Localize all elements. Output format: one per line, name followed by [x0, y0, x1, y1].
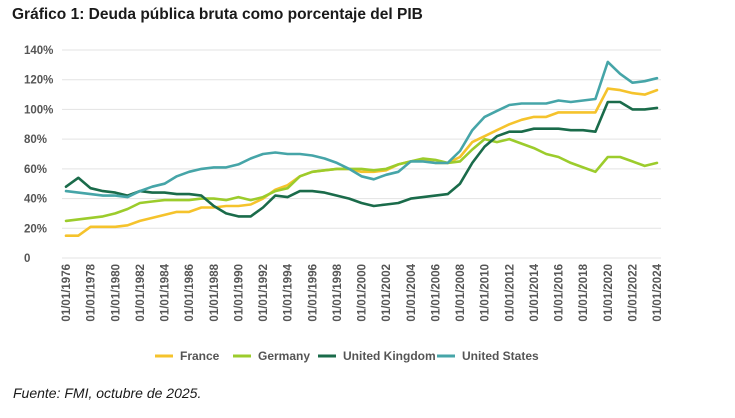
x-tick-label: 01/01/2004	[406, 263, 418, 321]
y-tick-label: 100%	[24, 104, 53, 116]
x-tick-label: 01/01/1986	[184, 264, 196, 322]
legend-label-united-states: United States	[462, 349, 539, 363]
source-note: Fuente: FMI, octubre de 2025.	[13, 385, 202, 401]
series-line-united-kingdom	[64, 100, 659, 218]
y-tick-label: 120%	[24, 75, 53, 87]
line-chart: 020%40%60%80%100%120%140% 01/01/1976 01/0…	[24, 45, 664, 363]
x-tick-label: 01/01/2008	[455, 263, 467, 321]
y-tick-label: 80%	[24, 134, 47, 146]
x-tick-label: 01/01/1992	[258, 264, 270, 322]
chart-title: Gráfico 1: Deuda pública bruta como porc…	[12, 6, 423, 23]
x-tick-label: 01/01/2018	[578, 263, 590, 321]
x-tick-label: 01/01/2000	[357, 264, 369, 322]
x-tick-label: 01/01/2014	[529, 263, 541, 321]
x-tick-label: 01/01/1980	[110, 264, 122, 322]
legend-label-germany: Germany	[258, 349, 310, 363]
x-tick-label: 01/01/1998	[332, 263, 344, 321]
x-tick-label: 01/01/1988	[209, 263, 221, 321]
x-tick-label: 01/01/2006	[430, 264, 442, 322]
x-tick-label: 01/01/1990	[233, 264, 245, 322]
y-axis-ticks: 0 20% 40% 60% 80% 100% 120% 140%	[24, 45, 53, 265]
x-tick-label: 01/01/2012	[504, 264, 516, 322]
series-line-germany	[64, 137, 659, 223]
x-tick-label: 01/01/2020	[603, 264, 615, 322]
x-tick-label: 01/01/1976	[61, 264, 73, 322]
x-tick-label: 01/01/1984	[160, 263, 172, 321]
x-tick-label: 01/01/1982	[135, 264, 147, 322]
x-tick-label: 01/01/2002	[381, 264, 393, 322]
x-axis-ticks: 01/01/1976 01/01/1978 01/01/1980 01/01/1982…	[61, 263, 664, 321]
x-tick-label: 01/01/2022	[627, 264, 639, 322]
legend-label-united-kingdom: United Kingdom	[343, 349, 436, 363]
x-tick-label: 01/01/1994	[283, 263, 295, 321]
x-tick-label: 01/01/1996	[307, 264, 319, 322]
series-line-france	[64, 87, 659, 237]
y-tick-label: 60%	[24, 164, 47, 176]
series-lines	[64, 60, 659, 237]
series-line-united-states	[64, 60, 659, 199]
legend: France Germany United Kingdom United States	[155, 349, 539, 363]
y-tick-label: 0	[24, 253, 30, 265]
x-tick-label: 01/01/2016	[554, 264, 566, 322]
x-tick-label: 01/01/2024	[652, 263, 664, 321]
y-tick-label: 20%	[24, 223, 47, 235]
legend-label-france: France	[180, 349, 220, 363]
y-tick-label: 40%	[24, 194, 47, 206]
x-tick-label: 01/01/2010	[480, 264, 492, 322]
y-tick-label: 140%	[24, 45, 53, 57]
x-tick-label: 01/01/1978	[86, 263, 98, 321]
gridlines	[62, 49, 661, 259]
